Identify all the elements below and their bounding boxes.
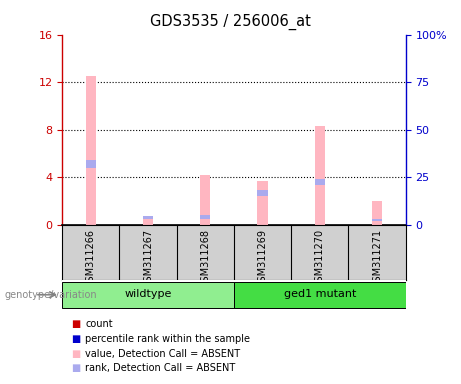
Text: ■: ■ — [71, 319, 81, 329]
Bar — [257, 181, 268, 225]
Text: rank, Detection Call = ABSENT: rank, Detection Call = ABSENT — [85, 363, 236, 373]
Bar — [234, 282, 406, 308]
Text: ged1 mutant: ged1 mutant — [284, 289, 356, 299]
Text: ■: ■ — [71, 334, 81, 344]
Bar — [372, 219, 382, 221]
Text: GSM311269: GSM311269 — [258, 229, 267, 288]
Bar — [257, 190, 268, 196]
Bar — [315, 179, 325, 185]
Text: GDS3535 / 256006_at: GDS3535 / 256006_at — [150, 13, 311, 30]
Text: ■: ■ — [71, 363, 81, 373]
Text: percentile rank within the sample: percentile rank within the sample — [85, 334, 250, 344]
Text: value, Detection Call = ABSENT: value, Detection Call = ABSENT — [85, 349, 240, 359]
Bar — [200, 175, 211, 225]
Bar — [143, 216, 153, 219]
Bar — [200, 215, 211, 219]
Text: wildtype: wildtype — [124, 289, 172, 299]
Bar — [143, 216, 153, 225]
Text: genotype/variation: genotype/variation — [5, 290, 97, 300]
Text: GSM311270: GSM311270 — [315, 229, 325, 288]
Bar — [315, 126, 325, 225]
Bar — [86, 76, 96, 225]
Text: GSM311268: GSM311268 — [201, 229, 210, 288]
Bar — [86, 161, 96, 168]
Bar — [62, 282, 234, 308]
Text: GSM311266: GSM311266 — [86, 229, 96, 288]
Text: count: count — [85, 319, 113, 329]
Text: GSM311267: GSM311267 — [143, 229, 153, 288]
Bar — [372, 201, 382, 225]
Text: GSM311271: GSM311271 — [372, 229, 382, 288]
Text: ■: ■ — [71, 349, 81, 359]
